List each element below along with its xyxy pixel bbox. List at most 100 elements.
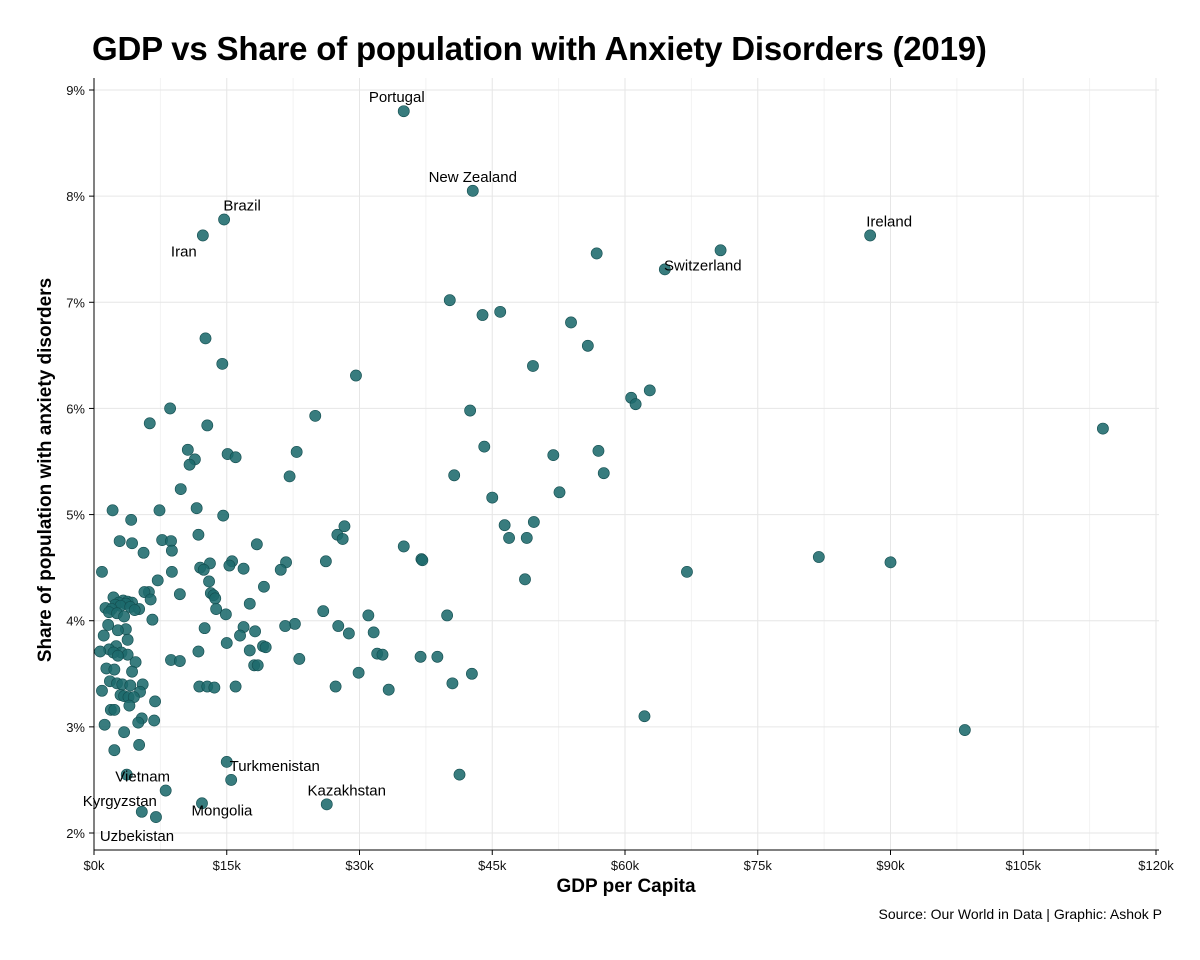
data-point bbox=[118, 610, 130, 623]
y-tick-label: 3% bbox=[66, 720, 85, 735]
x-tick-label: $45k bbox=[478, 858, 507, 873]
data-point bbox=[1097, 422, 1109, 435]
data-point bbox=[453, 768, 466, 781]
data-point bbox=[638, 710, 651, 723]
data-point bbox=[96, 684, 108, 697]
data-point-vietnam bbox=[159, 784, 172, 797]
data-point-ireland bbox=[864, 229, 877, 242]
data-point bbox=[476, 309, 489, 321]
data-point bbox=[350, 369, 362, 382]
data-point bbox=[165, 544, 178, 557]
data-point bbox=[290, 446, 303, 458]
data-point-turkmenistan bbox=[220, 755, 233, 768]
data-point bbox=[367, 626, 380, 639]
point-label-turkmenistan: Turkmenistan bbox=[230, 758, 320, 775]
x-tick-label: $105k bbox=[1006, 858, 1042, 873]
point-label-new-zealand: New Zealand bbox=[429, 169, 517, 186]
x-tick-label: $15k bbox=[213, 858, 242, 873]
data-point bbox=[137, 546, 150, 559]
data-point bbox=[128, 604, 141, 616]
data-point bbox=[102, 619, 115, 631]
x-tick-label: $75k bbox=[744, 858, 773, 873]
data-point bbox=[111, 649, 124, 662]
data-point bbox=[108, 663, 121, 676]
data-point bbox=[332, 620, 345, 632]
data-point bbox=[125, 513, 138, 526]
data-point bbox=[279, 620, 292, 632]
y-tick-label: 5% bbox=[66, 508, 85, 523]
data-point bbox=[144, 593, 157, 606]
y-tick-label: 7% bbox=[66, 295, 85, 310]
data-point bbox=[174, 483, 187, 495]
data-point bbox=[98, 718, 111, 731]
data-point bbox=[126, 537, 138, 550]
point-labels: Portugal New Zealand Brazil Iran Ireland Swit… bbox=[83, 89, 912, 845]
data-point bbox=[319, 555, 332, 568]
data-point bbox=[192, 528, 205, 541]
data-point bbox=[590, 247, 603, 260]
data-point bbox=[108, 703, 121, 716]
data-point bbox=[274, 563, 287, 576]
data-point bbox=[219, 608, 232, 621]
data-point-iran bbox=[196, 229, 209, 242]
data-point bbox=[464, 404, 477, 417]
point-label-portugal: Portugal bbox=[369, 89, 425, 106]
data-point bbox=[397, 540, 410, 553]
data-point bbox=[565, 316, 577, 329]
data-point bbox=[376, 648, 389, 661]
data-point bbox=[629, 398, 642, 411]
data-point bbox=[201, 419, 214, 432]
data-point bbox=[243, 597, 256, 610]
data-point bbox=[143, 417, 156, 430]
data-point bbox=[199, 332, 212, 345]
data-point bbox=[209, 592, 222, 605]
data-point bbox=[503, 532, 515, 544]
data-point bbox=[151, 574, 164, 587]
point-label-uzbekistan: Uzbekistan bbox=[100, 828, 174, 845]
y-tick-label: 8% bbox=[66, 189, 85, 204]
data-point bbox=[149, 695, 161, 708]
data-point bbox=[173, 655, 186, 667]
data-point bbox=[94, 645, 107, 658]
data-point bbox=[812, 551, 825, 563]
data-point bbox=[597, 467, 610, 480]
data-point bbox=[229, 451, 242, 464]
y-tick-label: 9% bbox=[66, 83, 85, 98]
data-point bbox=[229, 680, 242, 693]
data-point bbox=[681, 565, 693, 578]
x-axis-title: GDP per Capita bbox=[556, 876, 696, 897]
data-point bbox=[342, 627, 355, 640]
data-point-kazakhstan bbox=[320, 798, 333, 811]
data-point bbox=[259, 641, 272, 654]
point-label-kazakhstan: Kazakhstan bbox=[308, 782, 386, 799]
data-point bbox=[124, 679, 137, 692]
point-label-vietnam: Vietnam bbox=[115, 769, 170, 786]
data-point-new-zealand bbox=[466, 184, 479, 197]
data-point bbox=[288, 617, 301, 630]
tick-labels: $0k $15k $30k $45k $60k $75k $90k $105k $120k 2% 3… bbox=[66, 83, 1174, 873]
data-point bbox=[884, 556, 897, 569]
point-label-brazil: Brazil bbox=[223, 197, 261, 214]
data-point bbox=[251, 659, 264, 672]
data-point bbox=[132, 716, 145, 729]
data-point bbox=[283, 470, 296, 483]
data-point bbox=[197, 563, 210, 576]
x-tick-label: $90k bbox=[876, 858, 905, 873]
data-point bbox=[441, 609, 454, 622]
data-point bbox=[121, 633, 134, 646]
data-point bbox=[249, 625, 261, 638]
data-point bbox=[958, 724, 971, 736]
data-point bbox=[153, 504, 166, 517]
data-point bbox=[443, 294, 456, 307]
data-point bbox=[97, 629, 110, 642]
data-point bbox=[519, 573, 531, 586]
data-point bbox=[223, 559, 236, 572]
data-point bbox=[527, 360, 539, 372]
data-point bbox=[123, 699, 136, 712]
data-point bbox=[190, 502, 203, 515]
data-point bbox=[210, 603, 223, 615]
data-point-switzerland bbox=[658, 263, 671, 276]
data-point bbox=[203, 575, 215, 588]
data-point bbox=[547, 449, 560, 462]
